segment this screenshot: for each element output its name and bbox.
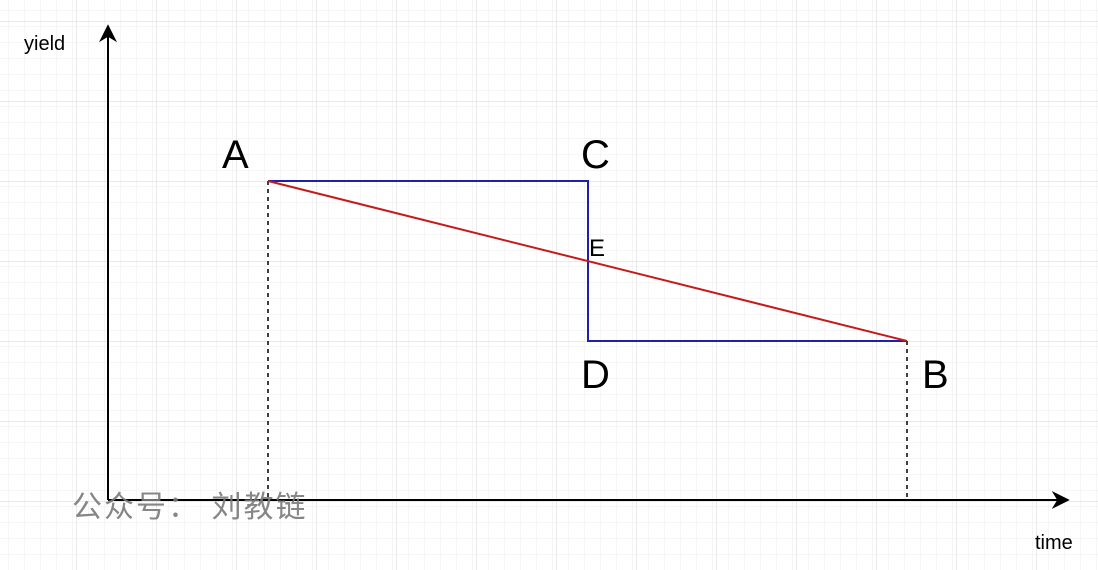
watermark-text: 公众号： 刘教链: [72, 490, 308, 525]
x-axis-label: time: [1035, 532, 1073, 554]
point-label-a: A: [222, 133, 249, 177]
y-axis-label: yield: [24, 33, 65, 55]
point-label-b: B: [922, 353, 949, 397]
point-label-e: E: [589, 235, 605, 262]
point-label-d: D: [581, 353, 610, 397]
red-line-ab: [267, 180, 908, 342]
point-label-c: C: [581, 133, 610, 177]
